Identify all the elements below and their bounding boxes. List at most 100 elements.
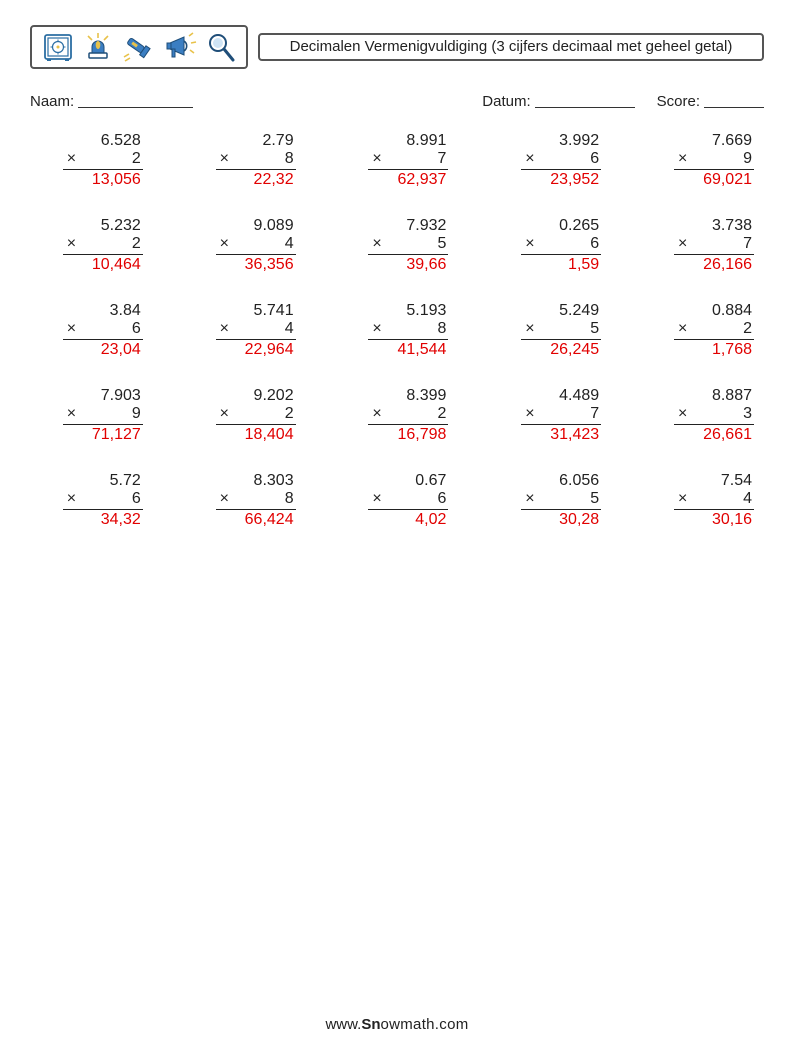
problem: 8.887× 3 26,661 — [674, 387, 754, 444]
problem: 7.669×969,021 — [674, 132, 754, 189]
footer: www.Snowmath.com — [0, 1016, 794, 1033]
times-sign: × — [63, 235, 76, 253]
multiplier: 5 — [590, 320, 599, 338]
multiplier: 7 — [743, 235, 752, 253]
problem: 5.232× 2 10,464 — [63, 217, 143, 274]
multiplicand: 9.089 — [216, 217, 296, 235]
times-sign: × — [216, 150, 229, 168]
answer: 26,245 — [521, 341, 601, 359]
answer: 26,166 — [674, 256, 754, 274]
times-sign: × — [368, 405, 381, 423]
problem: 3.992×623,952 — [521, 132, 601, 189]
multiplier: 9 — [132, 405, 141, 423]
times-sign: × — [368, 320, 381, 338]
multiplicand: 8.399 — [368, 387, 448, 405]
multiplicand: 5.72 — [63, 472, 143, 490]
multiplier: 2 — [132, 235, 141, 253]
multiplicand: 5.741 — [216, 302, 296, 320]
times-sign: × — [521, 320, 534, 338]
times-sign: × — [63, 320, 76, 338]
problem: 7.932×539,66 — [368, 217, 448, 274]
multiplicand: 7.903 — [63, 387, 143, 405]
answer: 1,768 — [674, 341, 754, 359]
answer: 26,661 — [674, 426, 754, 444]
multiplicand: 0.67 — [368, 472, 448, 490]
name-label: Naam: — [30, 93, 74, 110]
multiplier: 6 — [132, 320, 141, 338]
multiplier: 4 — [285, 235, 294, 253]
date-label: Datum: — [482, 93, 530, 110]
multiplier: 7 — [437, 150, 446, 168]
multiplier: 8 — [437, 320, 446, 338]
answer: 36,356 — [216, 256, 296, 274]
times-sign: × — [521, 490, 534, 508]
problem: 8.991×762,937 — [368, 132, 448, 189]
times-sign: × — [521, 235, 534, 253]
times-sign: × — [216, 320, 229, 338]
problem: 0.884×21,768 — [674, 302, 754, 359]
name-line — [78, 93, 193, 108]
answer: 22,32 — [216, 171, 296, 189]
times-sign: × — [216, 235, 229, 253]
times-sign: × — [63, 150, 76, 168]
score-label: Score: — [657, 93, 700, 110]
multiplicand: 5.193 — [368, 302, 448, 320]
answer: 18,404 — [216, 426, 296, 444]
answer: 41,544 — [368, 341, 448, 359]
times-sign: × — [674, 150, 687, 168]
times-sign: × — [674, 490, 687, 508]
flashlight-icon — [122, 31, 156, 63]
multiplier: 3 — [743, 405, 752, 423]
problem: 8.399× 2 16,798 — [368, 387, 448, 444]
multiplicand: 4.489 — [521, 387, 601, 405]
problem: 7.54×430,16 — [674, 472, 754, 529]
multiplier: 4 — [285, 320, 294, 338]
answer: 16,798 — [368, 426, 448, 444]
footer-bold: Sn — [361, 1016, 380, 1033]
answer: 39,66 — [368, 256, 448, 274]
magnifier-icon — [206, 31, 236, 63]
answer: 4,02 — [368, 511, 448, 529]
multiplier: 2 — [743, 320, 752, 338]
multiplicand: 2.79 — [216, 132, 296, 150]
multiplier: 5 — [437, 235, 446, 253]
answer: 10,464 — [63, 256, 143, 274]
megaphone-icon — [164, 31, 198, 63]
times-sign: × — [216, 490, 229, 508]
answer: 34,32 — [63, 511, 143, 529]
answer: 23,952 — [521, 171, 601, 189]
answer: 13,056 — [63, 171, 143, 189]
multiplier: 6 — [437, 490, 446, 508]
multiplier: 2 — [437, 405, 446, 423]
multiplicand: 0.265 — [521, 217, 601, 235]
multiplier: 8 — [285, 150, 294, 168]
multiplier: 7 — [590, 405, 599, 423]
problem: 5.249× 5 26,245 — [521, 302, 601, 359]
multiplicand: 8.991 — [368, 132, 448, 150]
times-sign: × — [368, 235, 381, 253]
answer: 31,423 — [521, 426, 601, 444]
multiplier: 6 — [132, 490, 141, 508]
multiplicand: 0.884 — [674, 302, 754, 320]
answer: 22,964 — [216, 341, 296, 359]
alarm-icon — [82, 31, 114, 63]
safe-icon — [42, 31, 74, 63]
worksheet-title: Decimalen Vermenigvuldiging (3 cijfers d… — [258, 33, 764, 62]
multiplicand: 3.84 — [63, 302, 143, 320]
multiplicand: 8.303 — [216, 472, 296, 490]
times-sign: × — [368, 150, 381, 168]
multiplicand: 8.887 — [674, 387, 754, 405]
times-sign: × — [63, 490, 76, 508]
times-sign: × — [674, 405, 687, 423]
problem: 5.72× 6 34,32 — [63, 472, 143, 529]
times-sign: × — [63, 405, 76, 423]
info-row: Naam: Datum: Score: — [30, 93, 764, 110]
answer: 66,424 — [216, 511, 296, 529]
times-sign: × — [674, 235, 687, 253]
times-sign: × — [521, 150, 534, 168]
multiplier: 8 — [285, 490, 294, 508]
footer-rest: owmath.com — [380, 1016, 468, 1033]
multiplicand: 5.232 — [63, 217, 143, 235]
multiplicand: 5.249 — [521, 302, 601, 320]
multiplier: 6 — [590, 235, 599, 253]
